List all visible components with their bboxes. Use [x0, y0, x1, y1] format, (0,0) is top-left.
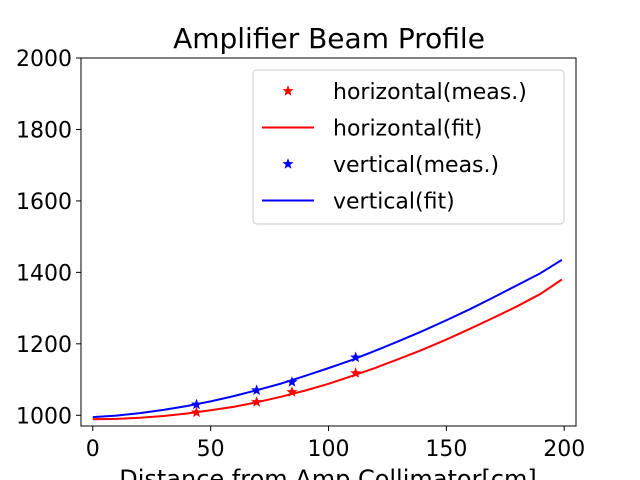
legend-entry-label: vertical(fit): [333, 190, 455, 215]
plot-area: [92, 259, 563, 421]
data-point-star: [190, 398, 203, 410]
x-tick-label: 100: [308, 437, 350, 462]
x-tick-label: 150: [425, 437, 467, 462]
legend-box: [252, 69, 565, 225]
axes-ticks: 0 50 100 150 200 1000 1200 1400 1600 1800 2000: [16, 47, 585, 462]
data-point-star: [286, 376, 298, 387]
legend-entry-label: horizontal(fit): [333, 117, 482, 142]
legend-star-swatch: [282, 158, 294, 169]
y-tick-label: 1200: [16, 333, 72, 358]
legend: horizontal(meas.) horizontal(fit) vertical…: [252, 69, 565, 225]
data-point-star: [286, 386, 298, 397]
x-axis-label: Distance from Amp Collimator[cm]: [119, 465, 537, 480]
data-point-star: [251, 384, 263, 396]
legend-entry-label: horizontal(meas.): [333, 80, 527, 105]
legend-star-swatch: [282, 85, 294, 96]
data-point-star: [190, 406, 203, 418]
series-line: [92, 259, 563, 419]
plot-frame: [80, 57, 577, 427]
y-tick-label: 1000: [16, 404, 72, 429]
data-point-star: [350, 367, 362, 378]
series-line: [92, 278, 563, 421]
y-tick-label: 1600: [16, 190, 72, 215]
chart-title: Amplifier Beam Profile: [173, 22, 485, 55]
y-tick-label: 1400: [16, 261, 72, 286]
x-tick-label: 0: [86, 437, 100, 462]
legend-entry-label: vertical(meas.): [333, 153, 499, 178]
y-tick-label: 1800: [16, 118, 72, 143]
x-tick-label: 200: [543, 437, 585, 462]
data-point-star: [251, 396, 263, 407]
x-tick-label: 50: [197, 437, 225, 462]
data-point-star: [350, 351, 362, 363]
y-tick-label: 2000: [16, 47, 72, 72]
